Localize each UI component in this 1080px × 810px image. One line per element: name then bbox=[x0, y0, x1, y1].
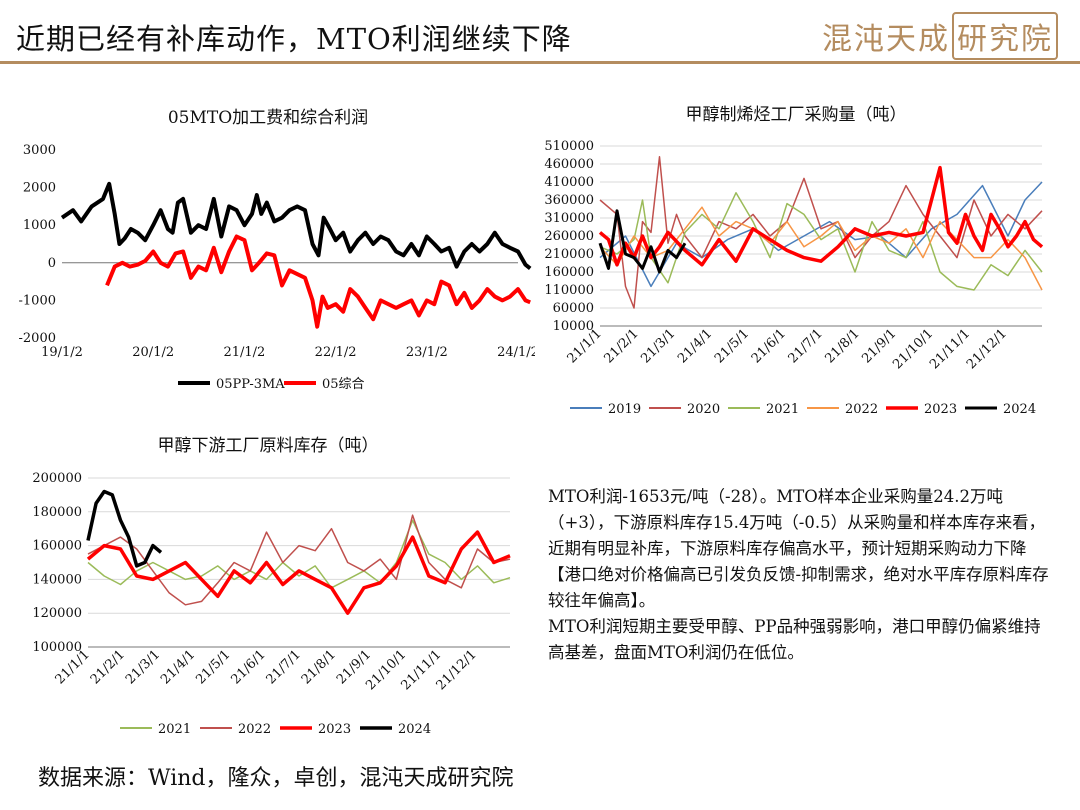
x-tick-label: 21/8/1 bbox=[822, 326, 862, 366]
x-tick-label: 21/2/1 bbox=[88, 647, 128, 687]
legend-label-05PP-3MA: 05PP-3MA bbox=[216, 377, 285, 392]
x-tick-label: 21/6/1 bbox=[228, 647, 268, 687]
legend-label-2023: 2023 bbox=[924, 402, 957, 417]
x-tick-label: 21/7/1 bbox=[264, 647, 304, 687]
x-tick-label: 21/4/1 bbox=[675, 326, 715, 366]
x-tick-label: 21/2/1 bbox=[601, 326, 641, 366]
y-tick-label: 180000 bbox=[32, 505, 82, 520]
slide-title: 近期已经有补库动作，MTO利润继续下降 bbox=[16, 22, 572, 56]
series-line-2024 bbox=[86, 489, 163, 568]
x-tick-label: 21/3/1 bbox=[123, 647, 163, 687]
chart-profit: 05MTO加工费和综合利润 3000 2000 1000 0 -1000 -200019/1… bbox=[19, 108, 535, 392]
x-tick-label: 21/5/1 bbox=[193, 647, 233, 687]
y-tick-label: 200000 bbox=[32, 471, 82, 486]
chart-title: 甲醇制烯烃工厂采购量（吨） bbox=[686, 105, 907, 125]
x-tick-label: 21/12/1 bbox=[964, 326, 1010, 372]
x-tick-label: 21/4/1 bbox=[158, 647, 198, 687]
y-tick-label: 510000 bbox=[544, 139, 594, 154]
y-tick-label: 310000 bbox=[544, 211, 594, 226]
brand-main: 混沌天成 bbox=[822, 22, 950, 57]
header-rule bbox=[0, 61, 1080, 64]
y-tick-label: 360000 bbox=[544, 193, 594, 208]
series-line-2023 bbox=[86, 530, 511, 615]
chart-title: 甲醇下游工厂原料库存（吨） bbox=[158, 436, 379, 456]
note-paragraph-1: MTO利润-1653元/吨（-28）。MTO样本企业采购量24.2万吨（+3），… bbox=[548, 487, 1049, 610]
y-tick-label: 0 bbox=[48, 256, 56, 271]
x-tick-label: 20/1/2 bbox=[132, 345, 174, 360]
legend-label-2022: 2022 bbox=[845, 402, 878, 417]
brand-box: 研究院 bbox=[952, 12, 1058, 60]
y-tick-label: 10000 bbox=[553, 319, 594, 334]
series-line-05综合 bbox=[105, 234, 531, 329]
legend-label-2024: 2024 bbox=[1003, 402, 1036, 417]
x-tick-label: 21/6/1 bbox=[749, 326, 789, 366]
y-tick-label: 110000 bbox=[544, 283, 594, 298]
note-paragraph-2: MTO利润短期主要受甲醇、PP品种强弱影响，港口甲醇仍偏紧维持高基差，盘面MTO… bbox=[548, 617, 1041, 662]
brand-logo: 混沌天成 研究院 bbox=[822, 12, 1058, 60]
legend-label-2021: 2021 bbox=[158, 722, 191, 737]
x-tick-label: 19/1/2 bbox=[41, 345, 83, 360]
x-tick-label: 21/1/2 bbox=[223, 345, 265, 360]
data-source: 数据来源：Wind，隆众，卓创，混沌天成研究院 bbox=[38, 766, 514, 791]
chart-title: 05MTO加工费和综合利润 bbox=[168, 108, 368, 128]
legend-label-2024: 2024 bbox=[398, 722, 431, 737]
y-tick-label: 3000 bbox=[23, 143, 56, 158]
y-tick-label: 460000 bbox=[544, 157, 594, 172]
chart-inventory: 甲醇下游工厂原料库存（吨） 200000 180000 160000 140000 120… bbox=[32, 436, 511, 737]
x-tick-label: 21/8/1 bbox=[299, 647, 339, 687]
y-tick-label: 140000 bbox=[32, 572, 82, 587]
y-tick-label: 260000 bbox=[544, 229, 594, 244]
y-tick-label: -1000 bbox=[19, 293, 56, 308]
y-tick-label: 60000 bbox=[553, 301, 594, 316]
x-tick-label: 23/1/2 bbox=[406, 345, 448, 360]
y-tick-label: 120000 bbox=[32, 606, 82, 621]
series-line-2021 bbox=[87, 519, 511, 589]
legend-label-2020: 2020 bbox=[687, 402, 720, 417]
analysis-note: MTO利润-1653元/吨（-28）。MTO样本企业采购量24.2万吨（+3），… bbox=[548, 484, 1054, 666]
series-line-2022 bbox=[87, 514, 511, 606]
series-line-2023 bbox=[598, 165, 1044, 267]
legend-label-2019: 2019 bbox=[608, 402, 641, 417]
y-tick-label: 160000 bbox=[32, 539, 82, 554]
y-tick-label: 1000 bbox=[23, 218, 56, 233]
y-tick-label: 410000 bbox=[544, 175, 594, 190]
y-tick-label: 160000 bbox=[544, 265, 594, 280]
legend-label-2022: 2022 bbox=[238, 722, 271, 737]
legend-label-2021: 2021 bbox=[766, 402, 799, 417]
x-tick-label: 21/7/1 bbox=[786, 326, 826, 366]
series-line-2024 bbox=[598, 209, 687, 274]
series-line-05PP-3MA bbox=[60, 181, 532, 270]
x-tick-label: 21/3/1 bbox=[638, 326, 678, 366]
y-tick-label: -2000 bbox=[19, 331, 56, 346]
series-line-2022 bbox=[599, 206, 1043, 291]
y-tick-label: 210000 bbox=[544, 247, 594, 262]
y-tick-label: 100000 bbox=[32, 640, 82, 655]
y-tick-label: 2000 bbox=[23, 181, 56, 196]
x-tick-label: 22/1/2 bbox=[315, 345, 357, 360]
legend-label-2023: 2023 bbox=[318, 722, 351, 737]
legend-label-05综合: 05综合 bbox=[322, 377, 365, 392]
chart-procurement: 甲醇制烯烃工厂采购量（吨） 510000 460000 410000 360000 310… bbox=[544, 105, 1044, 417]
x-tick-label: 24/1/2 bbox=[497, 345, 535, 360]
x-tick-label: 21/5/1 bbox=[712, 326, 752, 366]
